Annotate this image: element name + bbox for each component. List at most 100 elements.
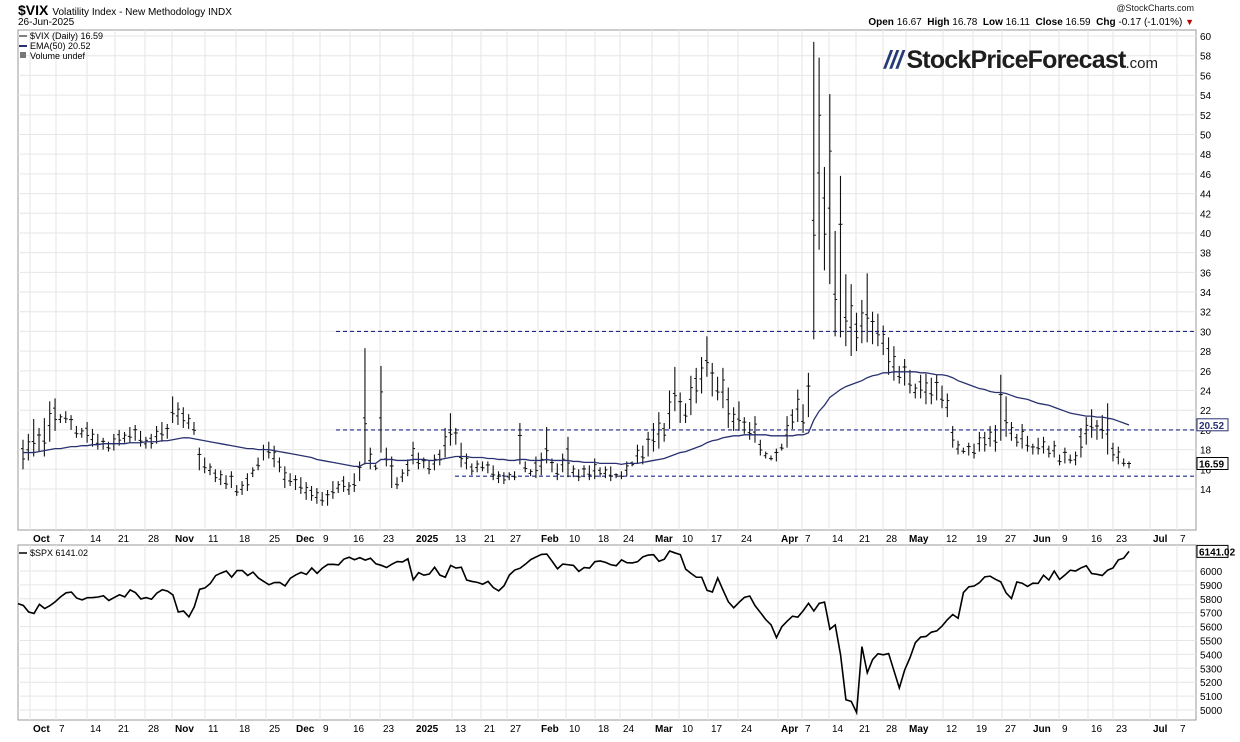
x-tick-label: Mar xyxy=(655,534,673,545)
spx-y-tick-label: 5700 xyxy=(1200,609,1223,620)
vix-y-tick-label: 30 xyxy=(1200,327,1212,338)
x-tick-label: 27 xyxy=(510,724,522,735)
spx-legend: $SPX 6141.02 xyxy=(30,548,88,558)
vix-y-tick-label: 58 xyxy=(1200,52,1212,63)
vix-y-tick-label: 28 xyxy=(1200,347,1212,358)
ema-legend: EMA(50) 20.52 xyxy=(30,41,91,51)
spx-y-tick-label: 5200 xyxy=(1200,678,1223,689)
x-tick-label: Jun xyxy=(1033,534,1051,545)
ohlc-readout: Open 16.67 High 16.78 Low 16.11 Close 16… xyxy=(868,17,1194,28)
x-tick-label: 24 xyxy=(623,534,635,545)
x-tick-label: Nov xyxy=(175,534,194,545)
x-tick-label: Mar xyxy=(655,724,673,735)
x-tick-label: 16 xyxy=(1091,534,1103,545)
x-tick-label: May xyxy=(909,534,929,545)
x-tick-label: Oct xyxy=(33,724,50,735)
low-value: 16.11 xyxy=(1005,17,1030,28)
x-tick-label: 18 xyxy=(598,724,610,735)
x-tick-label: Jun xyxy=(1033,724,1051,735)
open-label: Open xyxy=(868,17,894,28)
spx-y-tick-label: 5100 xyxy=(1200,692,1223,703)
symbol-name: Volatility Index - New Methodology INDX xyxy=(52,7,232,18)
vix-y-tick-label: 32 xyxy=(1200,308,1212,319)
spx-value-badge-box xyxy=(1196,544,1229,558)
x-tick-label: 13 xyxy=(455,534,467,545)
x-tick-label: 17 xyxy=(711,724,723,735)
vix-y-tick-label: 24 xyxy=(1200,387,1212,398)
down-arrow-icon: ▼ xyxy=(1185,17,1194,27)
x-tick-label: 25 xyxy=(269,724,281,735)
x-tick-label: 11 xyxy=(208,534,219,545)
x-tick-label: 10 xyxy=(569,724,581,735)
x-tick-label: 27 xyxy=(1005,724,1017,735)
x-tick-label: 10 xyxy=(682,724,694,735)
x-tick-label: Jul xyxy=(1153,724,1168,735)
x-tick-label: Apr xyxy=(781,724,798,735)
x-tick-label: 16 xyxy=(353,534,365,545)
x-tick-label: 23 xyxy=(1116,534,1128,545)
x-tick-label: 23 xyxy=(1116,724,1128,735)
vix-y-tick-label: 60 xyxy=(1200,32,1212,43)
x-tick-label: 19 xyxy=(976,724,988,735)
x-tick-label: May xyxy=(909,724,929,735)
low-label: Low xyxy=(982,17,1003,28)
vix-y-tick-label: 26 xyxy=(1200,367,1212,378)
x-tick-label: Nov xyxy=(175,724,194,735)
x-tick-label: Dec xyxy=(296,534,315,545)
x-tick-label: 14 xyxy=(832,724,844,735)
x-tick-label: 2025 xyxy=(416,534,439,545)
chart-date: 26-Jun-2025 xyxy=(18,17,75,28)
vix-panel-frame xyxy=(17,29,1197,531)
x-tick-label: 21 xyxy=(859,534,871,545)
spx-y-tick-label: 5600 xyxy=(1200,623,1223,634)
x-tick-label: 7 xyxy=(59,534,65,545)
x-tick-label: Jul xyxy=(1153,534,1168,545)
x-tick-label: 28 xyxy=(886,724,898,735)
ema-50-line xyxy=(23,371,1130,468)
spx-y-tick-label: 5000 xyxy=(1200,706,1223,717)
x-tick-label: 23 xyxy=(383,534,395,545)
copyright[interactable]: @StockCharts.com xyxy=(1116,3,1194,13)
vix-y-tick-label: 48 xyxy=(1200,150,1212,161)
x-tick-label: 9 xyxy=(1062,724,1068,735)
x-tick-label: 23 xyxy=(383,724,395,735)
exchange: INDX xyxy=(208,7,232,18)
vix-y-tick-label: 44 xyxy=(1200,190,1212,201)
x-tick-label: 14 xyxy=(90,534,102,545)
vix-value-badge-box xyxy=(1196,456,1229,470)
ema-value-badge-box xyxy=(1196,418,1229,432)
x-tick-label: 13 xyxy=(455,724,467,735)
x-tick-label: 7 xyxy=(805,724,811,735)
x-tick-label: 21 xyxy=(118,534,130,545)
spx-panel-frame xyxy=(17,544,1197,721)
vix-y-tick-label: 38 xyxy=(1200,249,1212,260)
vix-y-tick-label: 50 xyxy=(1200,130,1212,141)
x-tick-label: 7 xyxy=(805,534,811,545)
symbol-title: $VIX Volatility Index - New Methodology I… xyxy=(18,2,232,18)
x-tick-label: Apr xyxy=(781,534,798,545)
x-tick-label: 10 xyxy=(569,534,581,545)
open-value: 16.67 xyxy=(896,17,922,28)
x-tick-label: 9 xyxy=(1062,534,1068,545)
x-tick-label: 7 xyxy=(59,724,65,735)
vix-y-tick-label: 20 xyxy=(1200,426,1212,437)
close-label: Close xyxy=(1035,17,1063,28)
volume-legend-marker xyxy=(20,52,26,58)
x-tick-label: 21 xyxy=(859,724,871,735)
spx-value-badge: 6141.02 xyxy=(1199,547,1236,558)
spx-line xyxy=(17,550,1130,716)
high-label: High xyxy=(927,17,950,28)
x-tick-label: 21 xyxy=(484,724,496,735)
stockpriceforecast-logo: ///StockPriceForecast.com xyxy=(884,46,1158,75)
x-tick-label: 19 xyxy=(976,534,988,545)
x-tick-label: 11 xyxy=(208,724,219,735)
vix-y-tick-label: 16 xyxy=(1200,465,1212,476)
x-tick-label: 27 xyxy=(510,534,522,545)
x-tick-label: 12 xyxy=(946,534,958,545)
logo-mark-icon: /// xyxy=(884,46,903,74)
x-tick-label: 24 xyxy=(623,724,635,735)
x-tick-label: Feb xyxy=(541,534,559,545)
x-tick-label: 14 xyxy=(832,534,844,545)
